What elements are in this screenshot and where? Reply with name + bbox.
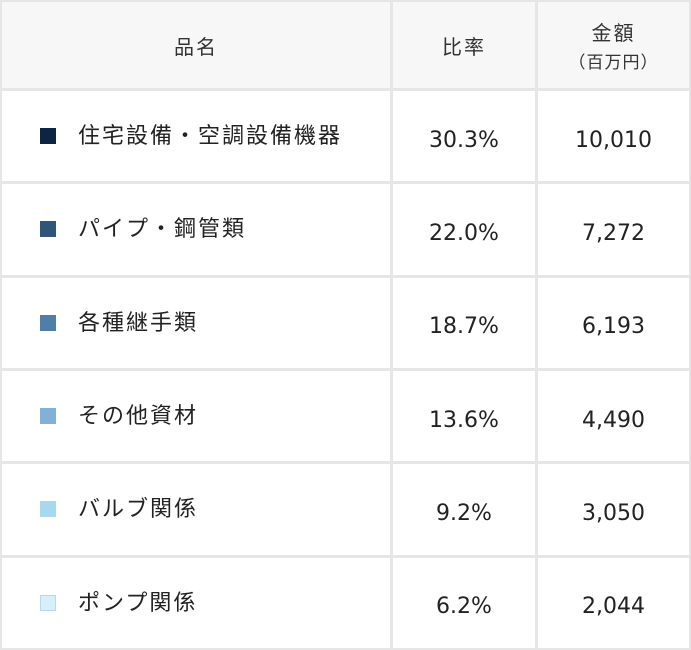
row-name: 住宅設備・空調設備機器 — [78, 124, 343, 150]
header-name-label: 品名 — [174, 34, 218, 59]
row-ratio: 22.0% — [429, 220, 499, 246]
table-row-ratio: 18.7% — [393, 277, 535, 368]
row-name: バルブ関係 — [78, 497, 199, 523]
header-amount-unit: （百万円） — [568, 53, 659, 73]
header-ratio: 比率 — [393, 2, 535, 88]
table-row-amount: 6,193 — [538, 277, 689, 368]
row-name: 各種継手類 — [78, 310, 199, 336]
row-name: パイプ・鋼管類 — [78, 217, 247, 243]
row-amount: 4,490 — [582, 407, 645, 433]
row-amount: 3,050 — [582, 500, 645, 526]
row-name: その他資材 — [78, 404, 199, 430]
color-swatch — [40, 501, 56, 518]
row-amount: 2,044 — [582, 594, 645, 620]
table-row-ratio: 9.2% — [393, 464, 535, 555]
row-ratio: 18.7% — [429, 314, 499, 340]
header-amount: 金額 （百万円） — [538, 2, 689, 88]
table-row-amount: 4,490 — [538, 371, 689, 462]
row-ratio: 6.2% — [436, 594, 492, 620]
color-swatch — [40, 314, 56, 331]
color-swatch — [40, 408, 56, 425]
table-row-name: バルブ関係 — [2, 464, 390, 555]
row-amount: 6,193 — [582, 314, 645, 340]
table-row-name: 各種継手類 — [2, 277, 390, 368]
table-row-name: 住宅設備・空調設備機器 — [2, 91, 390, 182]
row-amount: 7,272 — [582, 220, 645, 246]
table-row-ratio: 22.0% — [393, 184, 535, 275]
color-swatch — [40, 221, 56, 238]
row-ratio: 30.3% — [429, 127, 499, 153]
table-row-name: ポンプ関係 — [2, 557, 390, 648]
table-row-amount: 10,010 — [538, 91, 689, 182]
table-row-amount: 2,044 — [538, 557, 689, 648]
table-row-amount: 3,050 — [538, 464, 689, 555]
color-swatch — [40, 128, 56, 145]
table-row-name: パイプ・鋼管類 — [2, 184, 390, 275]
header-ratio-label: 比率 — [442, 34, 486, 59]
table-row-ratio: 6.2% — [393, 557, 535, 648]
table-row-ratio: 13.6% — [393, 371, 535, 462]
row-ratio: 13.6% — [429, 407, 499, 433]
table-row-amount: 7,272 — [538, 184, 689, 275]
header-amount-label: 金額 — [591, 21, 636, 45]
table-row-ratio: 30.3% — [393, 91, 535, 182]
row-amount: 10,010 — [575, 127, 652, 153]
color-swatch — [40, 594, 56, 611]
header-name: 品名 — [2, 2, 390, 88]
row-ratio: 9.2% — [436, 500, 492, 526]
table-row-name: その他資材 — [2, 371, 390, 462]
row-name: ポンプ関係 — [78, 590, 198, 616]
